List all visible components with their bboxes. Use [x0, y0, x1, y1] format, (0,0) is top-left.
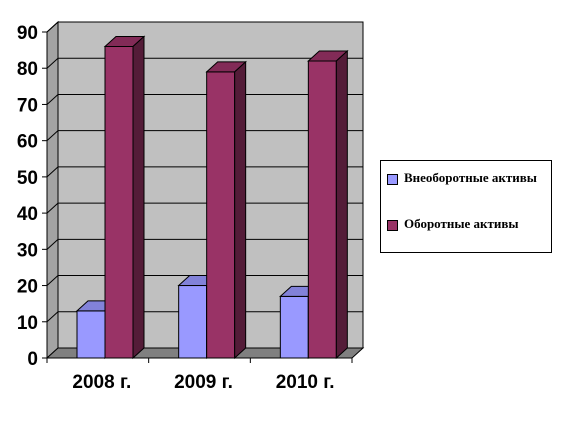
legend: Внеоборотные активы Оборотные активы — [380, 160, 552, 253]
gridline-side-4 — [46, 202, 59, 214]
y-tick-label-3: 30 — [17, 240, 38, 261]
legend-item-series-1: Внеоборотные активы — [387, 170, 550, 185]
y-tick-label-5: 50 — [17, 168, 38, 189]
legend-item-series-2: Оборотные активы — [387, 216, 550, 231]
gridline-side-3 — [46, 238, 59, 250]
y-tick-label-2: 20 — [17, 277, 38, 298]
x-tick-label-2: 2009 г. — [174, 372, 233, 393]
y-tick-label-7: 70 — [17, 95, 38, 116]
gridline-side-2 — [46, 275, 59, 286]
x-tick-label-1: 2008 г. — [72, 372, 131, 393]
legend-swatch-series-2 — [387, 220, 398, 231]
gridline-side-7 — [46, 94, 59, 105]
gridline-side-6 — [46, 130, 59, 142]
y-tick-label-0: 0 — [27, 349, 38, 370]
gridline-side-9 — [46, 21, 59, 33]
bar-1-3 — [279, 295, 309, 359]
bar-2-2-side — [234, 60, 247, 360]
gridline-side-8 — [46, 57, 59, 69]
x-tick-label-3: 2010 г. — [276, 372, 335, 393]
legend-label-series-2: Оборотные активы — [404, 216, 519, 231]
y-tick-label-6: 60 — [17, 132, 38, 153]
side-wall — [46, 20, 59, 360]
y-tick-label-9: 90 — [17, 23, 38, 44]
y-tick-label-8: 80 — [17, 59, 38, 80]
legend-swatch-series-1 — [387, 174, 398, 185]
bar-1-1 — [76, 310, 106, 359]
bar-2-1 — [104, 45, 134, 359]
y-tick-label-4: 40 — [17, 204, 38, 225]
bar-2-3-side — [335, 49, 348, 360]
gridline-side-5 — [46, 166, 59, 178]
legend-label-series-1: Внеоборотные активы — [404, 170, 537, 185]
bar-1-2 — [178, 285, 208, 359]
bar-2-3 — [307, 60, 337, 359]
bar-2-2 — [206, 71, 236, 359]
gridline-side-1 — [46, 311, 59, 323]
y-tick-label-1: 10 — [17, 313, 38, 334]
bar-2-1-side — [132, 35, 145, 360]
